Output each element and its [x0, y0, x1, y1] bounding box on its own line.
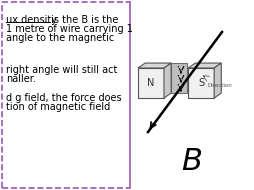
- Polygon shape: [188, 68, 214, 98]
- Text: Direction: Direction: [207, 83, 232, 88]
- Text: is the B is the: is the B is the: [48, 15, 118, 25]
- Polygon shape: [171, 63, 187, 93]
- Text: right angle will still act: right angle will still act: [6, 65, 117, 75]
- Text: naller.: naller.: [6, 74, 36, 84]
- Text: angle to the magnetic: angle to the magnetic: [6, 33, 114, 43]
- Text: N: N: [147, 78, 155, 88]
- Text: d g field, the force does: d g field, the force does: [6, 93, 122, 103]
- Polygon shape: [164, 63, 171, 98]
- Text: ux density: ux density: [6, 15, 57, 25]
- Text: B: B: [182, 147, 202, 177]
- Text: 1 metre of wire carrying 1: 1 metre of wire carrying 1: [6, 24, 133, 34]
- Polygon shape: [138, 63, 171, 68]
- Text: tion of magnetic field: tion of magnetic field: [6, 102, 110, 112]
- Polygon shape: [214, 63, 221, 98]
- Text: S: S: [198, 78, 204, 88]
- Polygon shape: [138, 68, 164, 98]
- Polygon shape: [188, 63, 221, 68]
